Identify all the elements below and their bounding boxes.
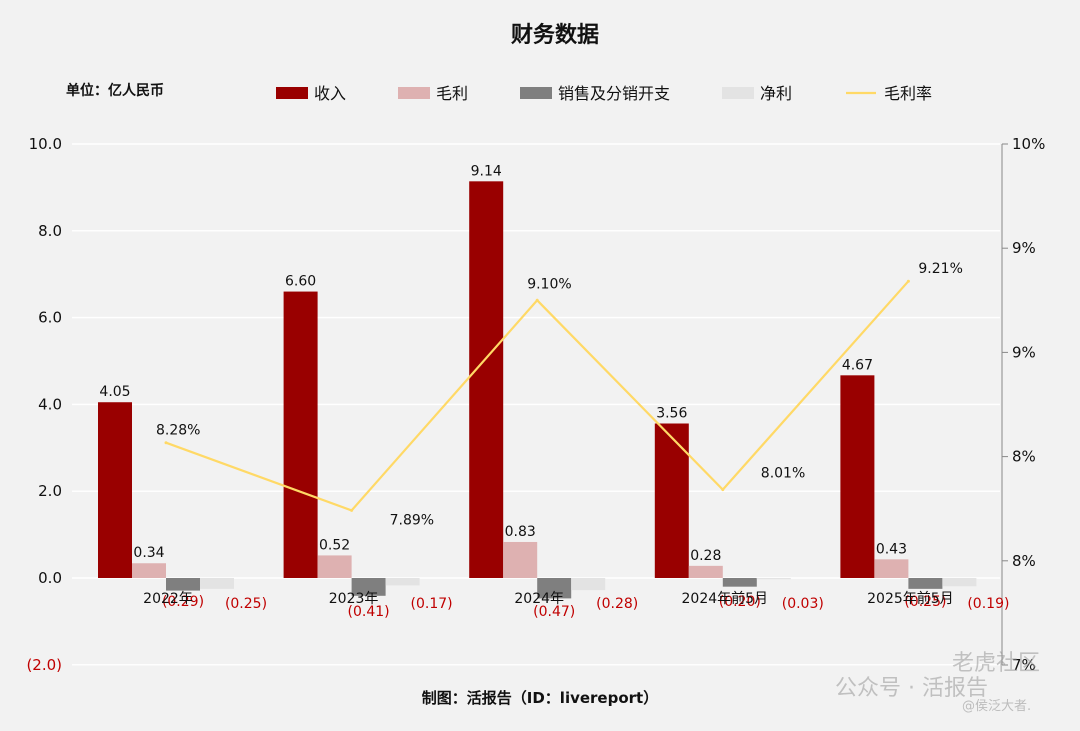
- bar-marks: [98, 181, 977, 599]
- data-label: 0.43: [876, 541, 907, 557]
- legend-label: 收入: [314, 84, 346, 103]
- data-label: (0.17): [411, 596, 453, 612]
- bar-0-0: [98, 402, 132, 578]
- legend-swatch: [722, 87, 754, 99]
- data-label: 3.56: [656, 405, 687, 421]
- left-tick-label: 2.0: [38, 482, 62, 500]
- data-labels: 4.05 0.34 (0.29) (0.25) 6.60 0.52 (0.41) (0.17)…: [99, 163, 1009, 620]
- data-label: 4.67: [842, 357, 873, 373]
- bar-2-3: [571, 578, 606, 591]
- unit-label: 单位：亿人民币: [66, 82, 164, 99]
- category-labels: 2022年 2023年 2024年 2024年前5月 2025年前5月: [143, 590, 953, 607]
- legend-label: 毛利率: [884, 84, 932, 103]
- data-label: (0.28): [596, 596, 638, 612]
- margin-label: 8.28%: [156, 423, 200, 439]
- category-label: 2022年: [143, 591, 193, 607]
- bar-3-3: [756, 578, 791, 580]
- right-tick-label: 8%: [1012, 448, 1036, 466]
- category-label: 2024年: [514, 591, 564, 607]
- data-label: 6.60: [285, 274, 316, 290]
- bar-2-0: [469, 181, 504, 578]
- chart-title: 财务数据: [511, 22, 599, 48]
- bar-4-3: [942, 578, 977, 587]
- right-tick-label: 8%: [1012, 552, 1036, 570]
- data-label: (0.25): [904, 594, 946, 610]
- data-label: (0.29): [162, 594, 204, 610]
- left-tick-label: (2.0): [26, 656, 62, 674]
- bar-4-1: [874, 559, 909, 578]
- bar-3-1: [688, 565, 723, 578]
- data-label: (0.25): [225, 596, 267, 612]
- legend-swatch: [398, 87, 430, 99]
- margin-point: [164, 441, 168, 445]
- bar-1-3: [385, 578, 420, 586]
- right-tick-label: 7%: [1012, 656, 1036, 674]
- margin-point: [350, 508, 354, 512]
- watermark-main: 公众号 · 活报告: [835, 676, 988, 701]
- bar-2-1: [503, 541, 538, 578]
- left-tick-label: 6.0: [38, 309, 62, 327]
- left-tick-label: 10.0: [29, 135, 62, 153]
- legend-label: 销售及分销开支: [558, 84, 670, 103]
- category-label: 2024年前5月: [682, 590, 769, 607]
- legend-swatch: [276, 87, 308, 99]
- data-label: 0.34: [133, 545, 164, 561]
- footer-credit: 制图：活报告（ID：livereport）: [422, 689, 658, 707]
- bar-0-2: [166, 578, 200, 591]
- bar-3-0: [654, 423, 689, 578]
- left-tick-label: 4.0: [38, 395, 62, 413]
- data-label: 0.28: [690, 548, 721, 564]
- bar-1-2: [351, 578, 386, 596]
- legend: 收入 毛利 销售及分销开支 净利 毛利率: [276, 84, 932, 103]
- right-axis: 10% 9% 9% 8% 8% 7%: [1001, 135, 1045, 674]
- legend-label: 毛利: [436, 84, 468, 103]
- margin-point: [906, 279, 910, 283]
- margin-label: 9.21%: [918, 261, 962, 277]
- right-tick-label: 9%: [1012, 343, 1036, 361]
- bar-0-3: [200, 578, 234, 589]
- data-label: (0.19): [967, 596, 1009, 612]
- bar-1-0: [283, 291, 318, 578]
- margin-line: 8.28% 7.89% 9.10% 8.01% 9.21%: [156, 261, 963, 528]
- margin-label: 9.10%: [527, 276, 571, 292]
- data-label: (0.47): [533, 604, 575, 620]
- data-label: (0.20): [719, 594, 761, 610]
- margin-point: [721, 488, 725, 492]
- left-axis: 10.0 8.0 6.0 4.0 2.0 0.0 (2.0): [26, 135, 62, 674]
- bar-0-1: [132, 563, 166, 578]
- data-label: (0.41): [348, 604, 390, 620]
- bar-2-2: [537, 578, 572, 599]
- legend-label: 净利: [760, 84, 792, 103]
- category-label: 2023年: [329, 591, 379, 607]
- bar-4-0: [840, 375, 875, 578]
- left-tick-label: 8.0: [38, 222, 62, 240]
- data-label: 0.52: [319, 537, 350, 553]
- margin-label: 8.01%: [761, 466, 805, 482]
- right-tick-label: 9%: [1012, 239, 1036, 257]
- right-tick-label: 10%: [1012, 135, 1045, 153]
- data-label: 4.05: [99, 384, 130, 400]
- bar-4-2: [908, 578, 943, 589]
- watermark-corner: 老虎社区: [952, 651, 1040, 676]
- bar-3-2: [722, 578, 757, 587]
- category-label: 2025年前5月: [867, 590, 954, 607]
- margin-label: 7.89%: [390, 512, 434, 528]
- data-label: (0.03): [782, 596, 824, 612]
- data-label: 0.83: [505, 524, 536, 540]
- left-tick-label: 0.0: [38, 569, 62, 587]
- data-label: 9.14: [471, 163, 502, 179]
- watermark-small: @侯泛大者.: [962, 699, 1031, 714]
- legend-swatch: [520, 87, 552, 99]
- margin-point: [535, 298, 539, 302]
- bar-1-1: [317, 555, 352, 578]
